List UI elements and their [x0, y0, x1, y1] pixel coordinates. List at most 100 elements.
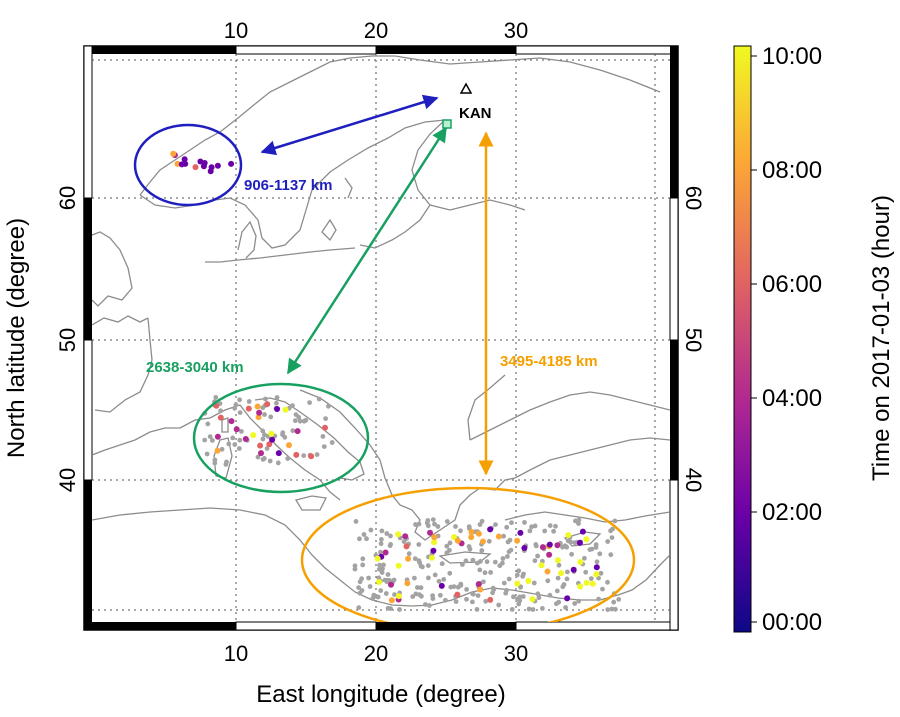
- gray-lightning-point: [609, 606, 615, 612]
- gray-lightning-point: [520, 594, 526, 599]
- y-tick-left: 50: [55, 328, 80, 352]
- gray-lightning-point: [212, 457, 218, 463]
- colored-lightning-point: [430, 547, 437, 554]
- gray-lightning-point: [219, 446, 225, 452]
- gray-lightning-point: [290, 428, 296, 434]
- gray-lightning-point: [301, 453, 307, 458]
- colored-lightning-point: [583, 579, 590, 586]
- colored-lightning-point: [583, 536, 590, 543]
- gray-lightning-point: [598, 570, 604, 576]
- colored-lightning-point: [266, 441, 273, 448]
- gray-lightning-point: [605, 607, 611, 612]
- colorbar-tick-label: 08:00: [762, 157, 822, 184]
- gray-lightning-point: [596, 596, 601, 602]
- gray-lightning-point: [379, 537, 384, 542]
- gray-lightning-point: [297, 418, 303, 424]
- gray-lightning-point: [316, 396, 322, 402]
- x-tick-labels-bottom: 10 20 30: [224, 641, 528, 666]
- y-tick-left: 40: [55, 468, 80, 492]
- gray-lightning-point: [501, 580, 507, 586]
- gray-lightning-point: [205, 421, 211, 427]
- x-tick-top: 10: [224, 18, 248, 43]
- colored-lightning-point: [402, 533, 409, 540]
- gray-lightning-point: [392, 592, 397, 597]
- colored-lightning-point: [257, 442, 264, 449]
- gray-lightning-point: [447, 540, 453, 546]
- colored-lightning-point: [429, 554, 435, 561]
- gray-lightning-point: [383, 591, 389, 596]
- gray-lightning-point: [360, 562, 366, 568]
- gray-lightning-point: [384, 531, 390, 536]
- gray-lightning-point: [509, 607, 515, 612]
- gray-lightning-point: [460, 562, 465, 567]
- colored-lightning-point: [589, 580, 596, 587]
- gray-lightning-point: [547, 592, 553, 598]
- gray-lightning-point: [361, 532, 367, 537]
- colored-lightning-point: [250, 432, 257, 439]
- colorbar-tick-label: 00:00: [762, 609, 822, 636]
- colored-lightning-point: [293, 451, 300, 458]
- gray-lightning-point: [582, 555, 587, 561]
- colored-lightning-point: [454, 537, 461, 544]
- gray-lightning-point: [413, 522, 418, 527]
- y-tick-right: 60: [681, 186, 706, 210]
- gray-lightning-point: [563, 605, 568, 610]
- gray-lightning-point: [353, 519, 359, 524]
- gray-lightning-point: [207, 434, 213, 439]
- gray-lightning-point: [381, 562, 386, 568]
- colored-lightning-point: [388, 581, 394, 588]
- colorbar-tick-label: 04:00: [762, 385, 822, 412]
- gray-lightning-point: [503, 590, 509, 596]
- gray-lightning-point: [443, 597, 448, 603]
- gray-lightning-point: [516, 601, 522, 607]
- x-tick-bottom: 10: [224, 641, 248, 666]
- colored-lightning-point: [539, 544, 546, 551]
- x-axis-title: East longitude (degree): [256, 681, 506, 708]
- gray-lightning-point: [564, 544, 570, 550]
- gray-lightning-point: [237, 437, 243, 443]
- colored-lightning-point: [286, 442, 292, 449]
- gray-lightning-point: [444, 543, 450, 549]
- gray-lightning-point: [483, 598, 489, 604]
- colored-lightning-point: [431, 534, 438, 541]
- gray-lightning-point: [412, 556, 418, 562]
- colored-lightning-point: [454, 591, 461, 598]
- gray-lightning-point: [479, 548, 485, 553]
- colored-lightning-point: [564, 595, 571, 602]
- gray-lightning-point: [436, 578, 442, 584]
- colored-lightning-point: [395, 531, 402, 538]
- gray-lightning-point: [360, 556, 366, 562]
- x-tick-bottom: 20: [364, 641, 388, 666]
- colorbar-tick-label: 10:00: [762, 43, 822, 70]
- gray-lightning-point: [416, 558, 422, 564]
- gray-lightning-point: [593, 542, 599, 548]
- gray-lightning-point: [246, 399, 252, 404]
- gray-lightning-point: [410, 594, 416, 599]
- gray-lightning-point: [274, 395, 280, 400]
- gray-lightning-point: [530, 607, 536, 612]
- colored-lightning-point: [555, 557, 561, 564]
- colored-lightning-point: [521, 545, 528, 551]
- colored-lightning-point: [514, 580, 521, 587]
- colored-lightning-point: [374, 555, 381, 562]
- gray-lightning-point: [479, 518, 485, 524]
- gray-lightning-point: [536, 595, 542, 601]
- gray-lightning-point: [464, 587, 469, 592]
- gray-lightning-point: [517, 594, 523, 600]
- gray-lightning-point: [576, 521, 581, 526]
- gray-lightning-point: [616, 597, 622, 602]
- gray-lightning-point: [542, 528, 548, 534]
- gray-lightning-point: [255, 454, 261, 460]
- gray-lightning-point: [290, 403, 295, 408]
- gray-lightning-point: [232, 405, 238, 411]
- colored-lightning-point: [514, 537, 521, 544]
- colored-lightning-point: [487, 596, 494, 603]
- gray-lightning-point: [416, 521, 422, 527]
- colored-lightning-point: [593, 571, 600, 578]
- gray-lightning-point: [560, 544, 565, 550]
- gray-lightning-point: [423, 602, 428, 607]
- gray-lightning-point: [301, 418, 307, 424]
- gray-lightning-point: [583, 569, 589, 575]
- gray-lightning-point: [484, 559, 490, 565]
